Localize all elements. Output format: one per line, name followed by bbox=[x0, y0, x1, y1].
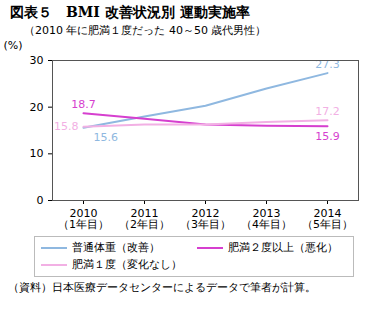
svg-text:2012（3年目）: 2012（3年目） bbox=[180, 207, 231, 231]
svg-text:18.7: 18.7 bbox=[71, 98, 96, 111]
svg-text:20: 20 bbox=[30, 101, 44, 114]
svg-text:(%): (%) bbox=[4, 39, 23, 52]
svg-text:2014（5年目）: 2014（5年目） bbox=[302, 207, 353, 231]
svg-text:2013（4年目）: 2013（4年目） bbox=[241, 207, 292, 231]
svg-text:2011（2年目）: 2011（2年目） bbox=[119, 207, 170, 231]
svg-text:15.9: 15.9 bbox=[315, 130, 340, 143]
svg-text:10: 10 bbox=[30, 147, 44, 160]
html-text:肥満１度（変化なし）: 肥満１度（変化なし） bbox=[72, 258, 182, 270]
html-text:図表５ BMI 改善状況別 運動実施率: 図表５ BMI 改善状況別 運動実施率 bbox=[10, 4, 250, 20]
svg-text:15.8: 15.8 bbox=[54, 120, 79, 133]
svg-text:27.3: 27.3 bbox=[315, 58, 340, 71]
svg-text:15.6: 15.6 bbox=[94, 131, 119, 144]
html-text:（2010 年に肥満１度だった 40～50 歳代男性）: （2010 年に肥満１度だった 40～50 歳代男性） bbox=[24, 24, 267, 37]
html-text:肥満２度以上（悪化）: 肥満２度以上（悪化） bbox=[228, 241, 338, 253]
svg-text:17.2: 17.2 bbox=[315, 105, 340, 118]
html-text:（資料）日本医療データセンターによるデータで筆者が計算。: （資料）日本医療データセンターによるデータで筆者が計算。 bbox=[8, 281, 316, 293]
svg-text:0: 0 bbox=[37, 194, 44, 207]
svg-text:30: 30 bbox=[30, 54, 44, 67]
html-text:普通体重（改善）: 普通体重（改善） bbox=[72, 241, 160, 253]
svg-text:2010（1年目）: 2010（1年目） bbox=[58, 207, 109, 231]
